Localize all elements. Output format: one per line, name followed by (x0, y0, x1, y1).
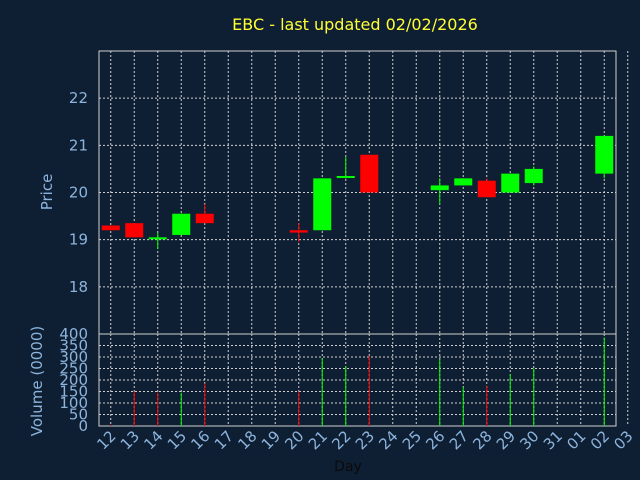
price-y-tick-label: 18 (69, 278, 88, 296)
candle-body (148, 237, 167, 240)
candle-body (125, 223, 144, 238)
x-axis-label: Day (334, 459, 362, 475)
x-tick-label: 25 (399, 427, 425, 453)
x-tick-label: 12 (93, 427, 119, 453)
x-tick-label: 21 (305, 427, 331, 453)
volume-y-tick-label: 300 (59, 348, 88, 366)
x-tick-label: 15 (164, 427, 190, 453)
candle-body (101, 225, 120, 231)
price-panel: 18 19 20 21 22 Price (38, 50, 629, 335)
x-tick-label: 16 (187, 427, 213, 453)
x-tick-label: 17 (211, 427, 237, 453)
volume-y-tick-label: 350 (59, 337, 88, 355)
volume-y-tick-label: 150 (59, 383, 88, 401)
candle-body (595, 135, 614, 174)
x-tick-label: 02 (587, 427, 613, 453)
price-axis-label: Price (38, 174, 56, 211)
candle-body (501, 173, 520, 193)
x-tick-label: 31 (540, 427, 566, 453)
x-tick-label: 23 (352, 427, 378, 453)
chart-title: EBC - last updated 02/02/2026 (232, 15, 478, 34)
x-tick-label: 28 (469, 427, 495, 453)
volume-y-tick-label: 400 (59, 325, 88, 343)
volume-axis-label: Volume (0000) (28, 326, 46, 436)
price-y-ticks: 18 19 20 21 22 (69, 89, 88, 296)
x-tick-label: 29 (493, 427, 519, 453)
candle-body (313, 178, 332, 231)
candle-body (195, 213, 214, 224)
candle-body (430, 185, 449, 191)
price-y-tick-label: 19 (69, 231, 88, 249)
volume-gridlines (99, 333, 629, 427)
x-tick-label: 22 (328, 427, 354, 453)
x-tick-label: 30 (516, 427, 542, 453)
candle-body (289, 230, 308, 233)
volume-y-tick-label: 250 (59, 360, 88, 378)
x-tick-label: 18 (234, 427, 260, 453)
x-axis-ticks: 1213141516171819202122232425262728293031… (93, 427, 636, 453)
volume-y-tick-label: 0 (78, 417, 88, 435)
candle-body (336, 175, 355, 178)
x-tick-label: 13 (117, 427, 143, 453)
volume-y-tick-label: 200 (59, 371, 88, 389)
x-tick-label: 03 (610, 427, 636, 453)
candle-body (524, 168, 543, 184)
candlesticks (101, 135, 614, 250)
x-tick-label: 01 (563, 427, 589, 453)
volume-plot-frame (98, 333, 617, 427)
candle-body (477, 180, 496, 198)
candle-body (172, 213, 191, 235)
price-y-tick-label: 21 (69, 136, 88, 154)
candle-body (454, 178, 473, 186)
candle-body (360, 154, 379, 193)
x-tick-label: 14 (140, 427, 166, 453)
x-tick-label: 20 (281, 427, 307, 453)
volume-y-tick-label: 50 (69, 406, 88, 424)
price-y-tick-label: 20 (69, 184, 88, 202)
x-tick-label: 24 (375, 427, 401, 453)
volume-bars (110, 337, 605, 426)
price-y-tick-label: 22 (69, 89, 88, 107)
volume-y-tick-label: 100 (59, 394, 88, 412)
x-tick-label: 26 (422, 427, 448, 453)
x-tick-label: 27 (446, 427, 472, 453)
x-tick-label: 19 (258, 427, 284, 453)
